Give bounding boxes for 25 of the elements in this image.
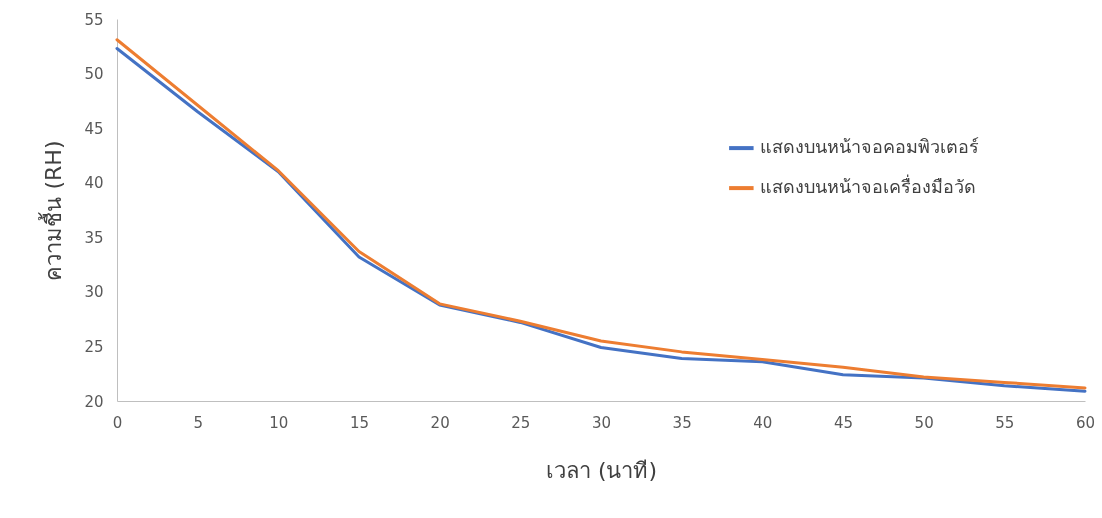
y-tick-label: 55 xyxy=(84,10,104,29)
x-tick-label: 60 xyxy=(1075,413,1096,432)
y-tick-label: 25 xyxy=(84,337,104,356)
x-tick-label: 45 xyxy=(833,413,854,432)
x-tick-label: 0 xyxy=(112,413,123,432)
x-tick-label: 25 xyxy=(511,413,531,432)
y-tick-label: 50 xyxy=(84,65,104,84)
x-tick-label: 5 xyxy=(193,413,203,432)
x-tick-label: 50 xyxy=(914,413,934,432)
legend-label: แสดงบนหน้าจอเครื่องมือวัด xyxy=(759,174,976,198)
y-tick-label: 45 xyxy=(84,119,104,138)
x-tick-label: 55 xyxy=(995,413,1015,432)
x-tick-label: 30 xyxy=(591,413,612,432)
y-tick-label: 20 xyxy=(84,392,104,411)
x-tick-label: 35 xyxy=(672,413,692,432)
legend-label: แสดงบนหน้าจอคอมพิวเตอร์ xyxy=(759,136,979,158)
x-tick-label: 15 xyxy=(349,413,370,432)
y-tick-label: 40 xyxy=(84,174,104,193)
y-tick-label: 35 xyxy=(84,228,104,247)
x-tick-label: 20 xyxy=(430,413,450,432)
x-tick-label: 10 xyxy=(269,413,289,432)
x-tick-label: 40 xyxy=(753,413,773,432)
y-axis-title: ความชื้น (RH) xyxy=(38,140,67,281)
x-axis-title: เวลา (นาที) xyxy=(545,457,658,483)
y-tick-label: 30 xyxy=(84,283,104,302)
